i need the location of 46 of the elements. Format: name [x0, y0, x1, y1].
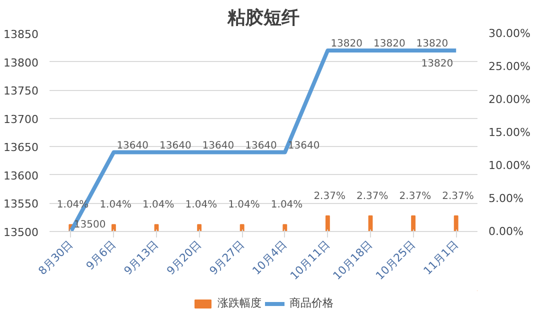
- data-label: 13640: [202, 140, 234, 152]
- chart-title: 粘胶短纤: [226, 8, 300, 28]
- data-label: 1.04%: [270, 200, 303, 211]
- data-label: 13640: [116, 140, 149, 152]
- y-tick-label: 13600: [4, 169, 39, 182]
- y2-tick-label: 25.00%: [488, 60, 530, 73]
- data-label: 1.04%: [185, 200, 218, 211]
- data-label: 13640: [245, 140, 277, 152]
- y-tick-label: 13800: [4, 56, 39, 70]
- y-tick-label: 13750: [4, 84, 39, 98]
- y2-tick-label: 0.00%: [488, 225, 524, 238]
- data-label: 2.37%: [399, 190, 432, 202]
- x-tick-label: 10月4日: [250, 238, 290, 278]
- legend-label: 商品价格: [290, 296, 334, 310]
- y2-tick-label: 30.00%: [488, 27, 530, 40]
- data-label: 2.37%: [442, 190, 474, 202]
- data-label: 2.37%: [356, 190, 388, 202]
- x-tick-label: 9月20日: [164, 238, 204, 278]
- data-label: 2.37%: [314, 190, 346, 202]
- y2-tick-label: 20.00%: [488, 93, 530, 106]
- y2-tick-label: 10.00%: [488, 159, 530, 172]
- y2-tick-label: 15.00%: [488, 126, 530, 139]
- data-label: 13820: [374, 38, 406, 50]
- x-tick-label: 10月11日: [288, 238, 332, 282]
- x-tick-label: 9月6日: [84, 238, 118, 273]
- x-tick-label: 10月25日: [373, 238, 418, 282]
- x-tick-label: 9月13日: [122, 238, 162, 278]
- y-tick-label: 13500: [4, 226, 39, 239]
- y-tick-label: 13700: [4, 112, 39, 126]
- y2-tick-label: 5.00%: [488, 192, 524, 205]
- x-tick-label: 10月18日: [330, 238, 376, 282]
- data-label: 13820: [421, 58, 454, 70]
- data-label: 1.04%: [142, 200, 174, 211]
- legend-label: 涨跌幅度: [218, 296, 262, 310]
- data-label: 13640: [160, 140, 192, 152]
- data-label: 13640: [288, 140, 320, 152]
- x-tick-label: 8月30日: [36, 238, 76, 278]
- y-tick-label: 13850: [4, 28, 39, 41]
- y-tick-label: 13550: [4, 198, 39, 211]
- data-label: 13820: [330, 38, 363, 50]
- y-tick-label: 13650: [4, 141, 39, 154]
- x-tick-label: 9月27日: [207, 238, 247, 278]
- data-label: 13820: [416, 38, 448, 50]
- data-label: 1.04%: [228, 200, 260, 211]
- data-label: 1.04%: [100, 200, 132, 211]
- x-tick-label: 11月1日: [421, 238, 461, 278]
